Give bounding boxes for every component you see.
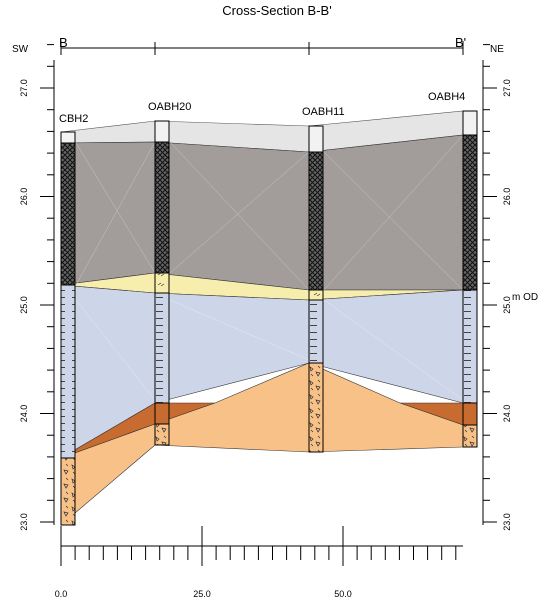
borehole-columns [60,110,478,526]
left-axis-tick-label: 26.0 [19,188,29,206]
borehole-label-oabh11: OABH11 [302,106,345,118]
borehole-label-oabh4: OABH4 [428,91,465,103]
borehole-column-oabh20 [154,120,170,446]
left-axis-tick-label: 24.0 [19,405,29,423]
borehole-column-oabh4 [462,110,478,448]
section-title: Cross-Section B-B' [222,3,331,18]
direction-right-label: NE [490,44,504,55]
vertical-unit-label: m OD [512,292,538,303]
right-axis-tick-label: 23.0 [502,513,512,531]
bottom-axis-tick-label: 50.0 [334,589,352,599]
borehole-label-oabh20: OABH20 [148,101,191,113]
bottom-distance-axis: 0.0 25.0 50.0 [55,526,463,599]
interpolation-lines [75,134,464,401]
direction-left-label: SW [12,44,29,55]
right-axis-tick-label: 25.0 [502,296,512,314]
left-elevation-axis: 23.0 24.0 25.0 26.0 27.0 [19,44,55,531]
borehole-column-oabh11 [308,125,324,453]
right-axis-tick-label: 26.0 [502,188,512,206]
section-start-label: B [59,35,68,50]
left-axis-tick-label: 27.0 [19,79,29,97]
strata [60,110,464,526]
section-end-label: B' [455,35,466,50]
right-axis-tick-label: 24.0 [502,405,512,423]
borehole-label-cbh2: CBH2 [59,113,88,125]
right-elevation-axis: 23.0 24.0 25.0 26.0 27.0 [482,44,512,531]
left-axis-tick-label: 25.0 [19,296,29,314]
bottom-axis-tick-label: 25.0 [193,589,211,599]
bottom-axis-tick-label: 0.0 [55,589,68,599]
left-axis-tick-label: 23.0 [19,513,29,531]
grey-layer [60,134,464,291]
right-axis-tick-label: 27.0 [502,79,512,97]
borehole-column-cbh2 [60,131,76,526]
section-line [60,41,464,55]
